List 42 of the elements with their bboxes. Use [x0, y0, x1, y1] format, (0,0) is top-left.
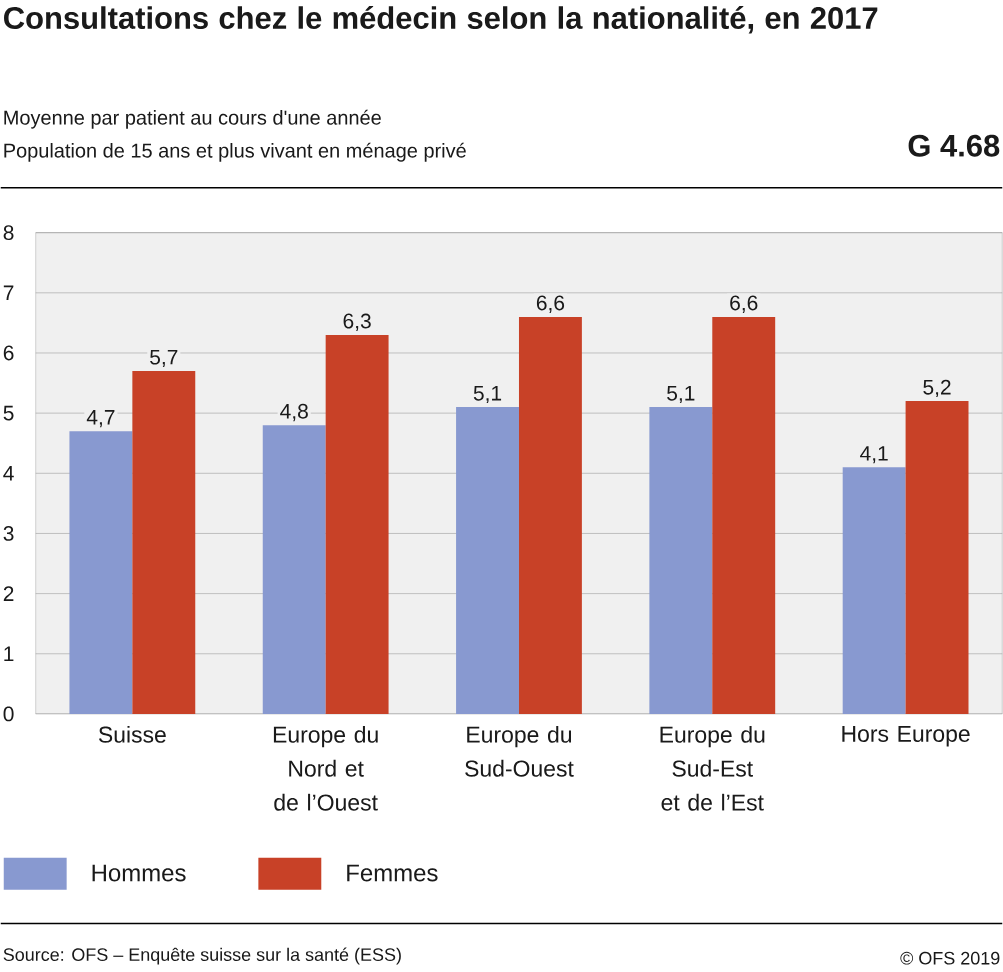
chart-subtitle: Moyenne par patient au cours d'une année [4, 110, 381, 129]
data-label: 6,6 [730, 295, 758, 314]
y-tick-label: 0 [3, 706, 14, 722]
data-label: 6,3 [343, 313, 371, 332]
text: © OFS 2019 [900, 952, 1000, 965]
data-label: 5,1 [667, 386, 695, 404]
bar [649, 407, 713, 715]
legend-label: Hommes [92, 864, 186, 882]
data-label: 6,6 [536, 295, 565, 314]
text: G 4.68 [908, 135, 1000, 157]
bar [905, 401, 969, 715]
x-tick-label: Hors Europe [842, 726, 970, 747]
text: Population de 15 ans et plus vivant en ménage privé [4, 143, 466, 162]
data-label: 4,8 [280, 404, 308, 422]
data-label: 5,2 [923, 380, 951, 398]
data-label: 5,7 [150, 350, 178, 368]
bar [842, 467, 906, 715]
y-tick-label: 3 [3, 526, 14, 542]
data-label: 5,1 [473, 386, 502, 404]
y-tick-label: 8 [3, 225, 14, 241]
x-tick-label: Suisse [98, 726, 166, 744]
y-tick-label: 1 [4, 646, 14, 662]
bar [325, 335, 389, 715]
y-tick-label: 2 [3, 586, 14, 602]
y-tick-label: 6 [3, 345, 14, 361]
bar [132, 371, 196, 715]
x-tick-label: Europe du Nord et de l’Ouest [273, 726, 378, 811]
data-label: 4,1 [860, 446, 888, 464]
bar [262, 425, 326, 715]
bar [518, 317, 582, 715]
chart-title: Consultations chez le médecin selon la nationalité, en 2017 [4, 6, 878, 34]
x-tick-label: Europe du Sud-Est et de l’Est [660, 726, 765, 811]
x-tick-label: Europe du Sud-Ouest [465, 726, 574, 777]
y-tick-label: 7 [3, 285, 14, 301]
legend-label: Femmes [347, 864, 438, 882]
y-tick-label: 4 [3, 466, 14, 481]
source-note: Source: OFS – Enquête suisse sur la santé (ESS) [3, 947, 401, 965]
y-tick-label: 5 [3, 406, 14, 421]
data-label: 4,7 [86, 410, 115, 428]
bar [69, 431, 133, 715]
bar [712, 317, 776, 715]
bar [456, 407, 519, 715]
